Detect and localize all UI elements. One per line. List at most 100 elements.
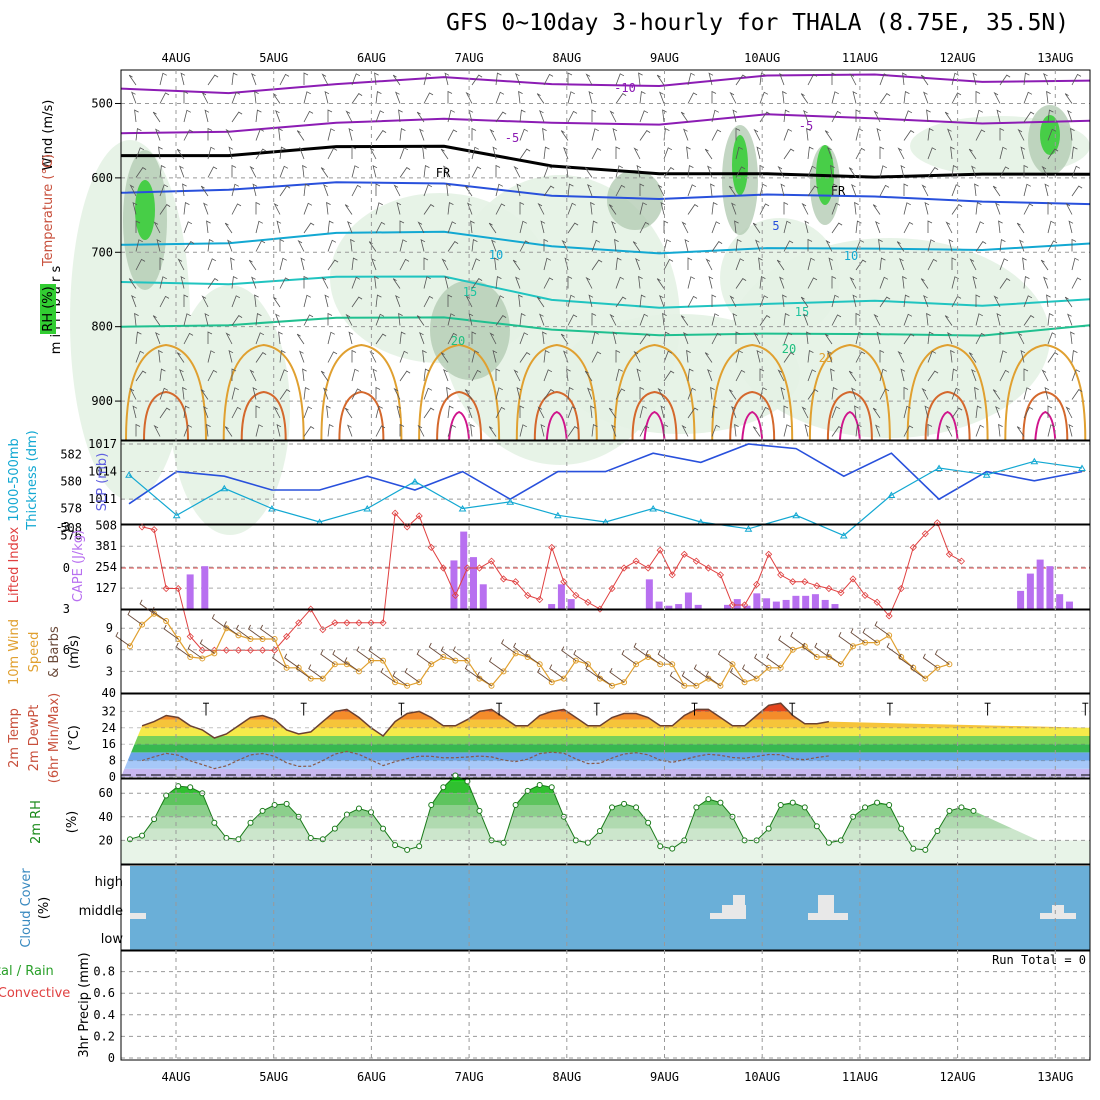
wind-barb (879, 165, 887, 178)
thickness-marker (1030, 457, 1039, 465)
wind-barb (783, 220, 791, 234)
wind-barb (998, 220, 1003, 234)
wind-barb (423, 184, 433, 197)
rh-marker (789, 799, 796, 806)
wind-barb (563, 146, 569, 160)
wind-barb (633, 147, 641, 160)
wind-barb (1047, 405, 1053, 418)
isotherm-line (120, 113, 1091, 135)
hot-isotherm-arc (338, 390, 385, 441)
wind-speed-marker (488, 682, 495, 689)
wind-barb (831, 386, 838, 400)
wind-barb (1047, 148, 1059, 160)
wind-barb (879, 146, 885, 159)
wind-barb (231, 183, 239, 197)
wind-barb (470, 423, 475, 437)
rh-marker (163, 792, 170, 799)
wind-barb (873, 110, 881, 123)
wind-barb (495, 203, 506, 215)
wind-barb (752, 426, 761, 437)
wind-barb-10m (681, 671, 697, 687)
lifted-index-marker (740, 601, 749, 609)
lifted-index-tick-label: 3 (63, 602, 70, 616)
precip-tick-label: 0.4 (93, 1008, 115, 1022)
lifted-index-marker (825, 584, 833, 593)
lifted-index-marker (415, 512, 423, 520)
wind-barb (158, 349, 163, 363)
wind-barb (375, 202, 383, 215)
wind-barb (303, 386, 310, 400)
wind-barb (687, 184, 697, 197)
rh-marker (874, 799, 881, 806)
wind-barb (590, 201, 595, 215)
wind-barb (759, 295, 769, 308)
wind-barb (993, 91, 1001, 104)
wind-barb (368, 241, 377, 252)
wind-barb (896, 241, 905, 252)
rh-marker (380, 825, 387, 832)
wind-barb (879, 276, 889, 289)
thickness-marker (935, 464, 943, 471)
wind-barb (176, 148, 185, 160)
wind-barb (731, 405, 737, 419)
wind-barb (204, 313, 210, 326)
wind-barb (351, 165, 359, 178)
wind-barb-10m (766, 653, 781, 669)
rh-marker (307, 835, 314, 842)
wind-barb (399, 167, 411, 178)
rh-marker (319, 836, 326, 843)
wind-barb (1023, 275, 1030, 289)
wind-barb (732, 313, 738, 326)
wind-barb (351, 388, 362, 400)
wind-barb (375, 130, 387, 141)
wind-barb (615, 73, 625, 86)
wind-barb-10m (392, 671, 408, 687)
wind-barb (231, 315, 243, 326)
cloud-level-label: high (95, 875, 123, 890)
rh-marker (657, 843, 664, 850)
wind-barb (992, 185, 1001, 197)
thickness-tick-label: 578 (60, 502, 82, 516)
wind-barb (780, 387, 786, 400)
temperature-band (121, 760, 1090, 769)
wind-barb (732, 109, 738, 123)
wind-barb (783, 405, 789, 418)
rh-band (121, 805, 1090, 817)
cape-bar (802, 595, 810, 609)
lifted-index-marker (427, 543, 435, 552)
wind-barb-10m (452, 646, 468, 661)
wind-barb (638, 72, 643, 86)
wind-barb (639, 130, 651, 141)
wind-speed-marker (669, 661, 676, 668)
middle-cloud-block (1052, 905, 1064, 915)
wind-barb (519, 201, 525, 215)
wind-barb (303, 91, 311, 104)
temperature-bands (121, 703, 1090, 777)
rh-marker (910, 845, 917, 852)
cape-bar (772, 601, 780, 609)
wind-speed-marker (657, 661, 664, 668)
wind-barb (249, 165, 257, 178)
wind-barb (399, 258, 410, 271)
wind-barb (1071, 238, 1077, 252)
wind-barb (207, 278, 219, 289)
rh-marker (235, 836, 242, 843)
wind-barb (183, 201, 190, 215)
wind-tick-label: 3 (106, 664, 113, 678)
wind-barb (176, 352, 185, 363)
wind-barb (995, 202, 1001, 215)
wind-speed-marker (717, 682, 724, 689)
rh-marker (621, 800, 628, 807)
rh-marker (271, 802, 278, 808)
wind-barb-10m (910, 664, 926, 679)
wind-barb (134, 312, 139, 326)
lifted-index-marker (897, 584, 905, 593)
lifted-index-marker (572, 591, 580, 599)
precip-tick-label: 0.6 (93, 986, 115, 1000)
wind-barb (804, 424, 810, 437)
wind-barb (848, 370, 857, 382)
contour-label: 15 (795, 305, 809, 319)
wind-barb (567, 110, 578, 123)
lifted-index-marker (283, 632, 291, 641)
wind-speed-marker (837, 661, 844, 668)
